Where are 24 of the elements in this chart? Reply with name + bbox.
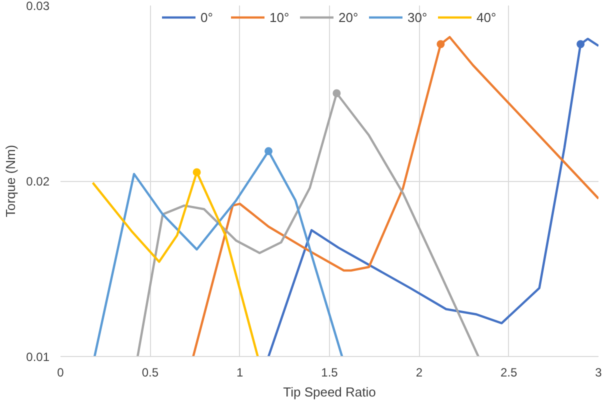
line-series — [267, 38, 598, 356]
x-tick-label: 2 — [416, 366, 423, 380]
x-axis-title: Tip Speed Ratio — [283, 384, 376, 400]
x-tick-label: 0 — [57, 366, 64, 380]
legend-label: 0° — [200, 10, 214, 24]
y-tick-label: 0.02 — [26, 174, 50, 188]
point — [436, 40, 445, 48]
point — [192, 168, 201, 176]
x-tick-label: 2.5 — [500, 366, 518, 380]
legend-label: 30° — [408, 10, 428, 24]
y-tick-label: 0.01 — [26, 350, 50, 364]
y-tick-label: 0.03 — [26, 0, 50, 13]
x-tick-label: 0.5 — [142, 366, 159, 380]
point — [576, 40, 585, 48]
legend-label: 20° — [338, 10, 358, 24]
x-tick-label: 3 — [595, 366, 602, 380]
x-tick-label: 1.5 — [321, 366, 338, 380]
legend-label: 40° — [476, 10, 496, 24]
point — [264, 147, 273, 156]
x-tick-label: 1 — [236, 366, 244, 380]
point — [332, 89, 341, 98]
y-axis-title: Torque (Nm) — [3, 144, 18, 218]
line-series — [192, 36, 598, 356]
legend-label: 10° — [270, 10, 290, 24]
